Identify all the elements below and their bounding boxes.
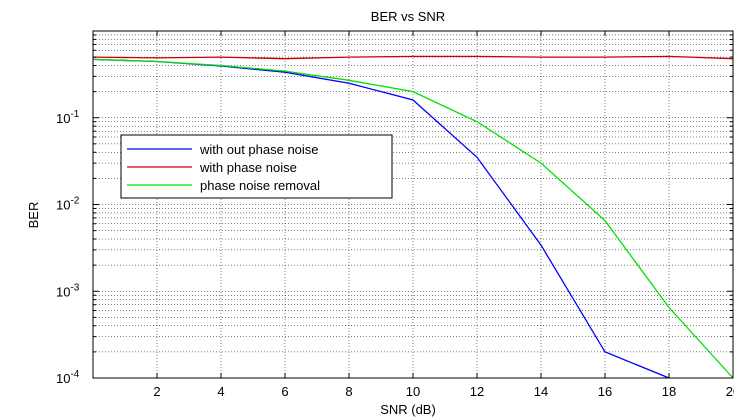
x-tick-label: 4 [217, 384, 224, 399]
legend-entry-label: with out phase noise [199, 142, 319, 157]
x-tick-label: 2 [153, 384, 160, 399]
x-axis-title: SNR (dB) [380, 402, 436, 417]
series-layer [92, 55, 734, 379]
series-line [92, 55, 734, 60]
x-tick-label: 12 [470, 384, 484, 399]
x-tick-label: 6 [281, 384, 288, 399]
y-tick-label: 10-2 [56, 196, 80, 213]
x-tick-label: 16 [598, 384, 612, 399]
tick-layer: 2 4 6 8 10 12 14 16 18 20 10-4 10-3 10-2 10-1 [56, 31, 734, 399]
x-tick-label: 10 [406, 384, 420, 399]
legend-entry-label: with phase noise [199, 160, 297, 175]
legend-entry-label: phase noise removal [200, 178, 320, 193]
x-tick-label: 14 [534, 384, 548, 399]
x-tick-label: 20 [726, 384, 734, 399]
legend: with out phase noise with phase noise phas… [120, 134, 393, 199]
chart-title: BER vs SNR [371, 9, 445, 24]
y-tick-label: 10-1 [56, 109, 80, 126]
y-tick-label: 10-4 [56, 369, 80, 386]
series-line [92, 58, 734, 379]
y-tick-label: 10-3 [56, 282, 80, 299]
x-tick-label: 18 [662, 384, 676, 399]
y-axis-title: BER [26, 202, 41, 229]
x-tick-label: 8 [345, 384, 352, 399]
